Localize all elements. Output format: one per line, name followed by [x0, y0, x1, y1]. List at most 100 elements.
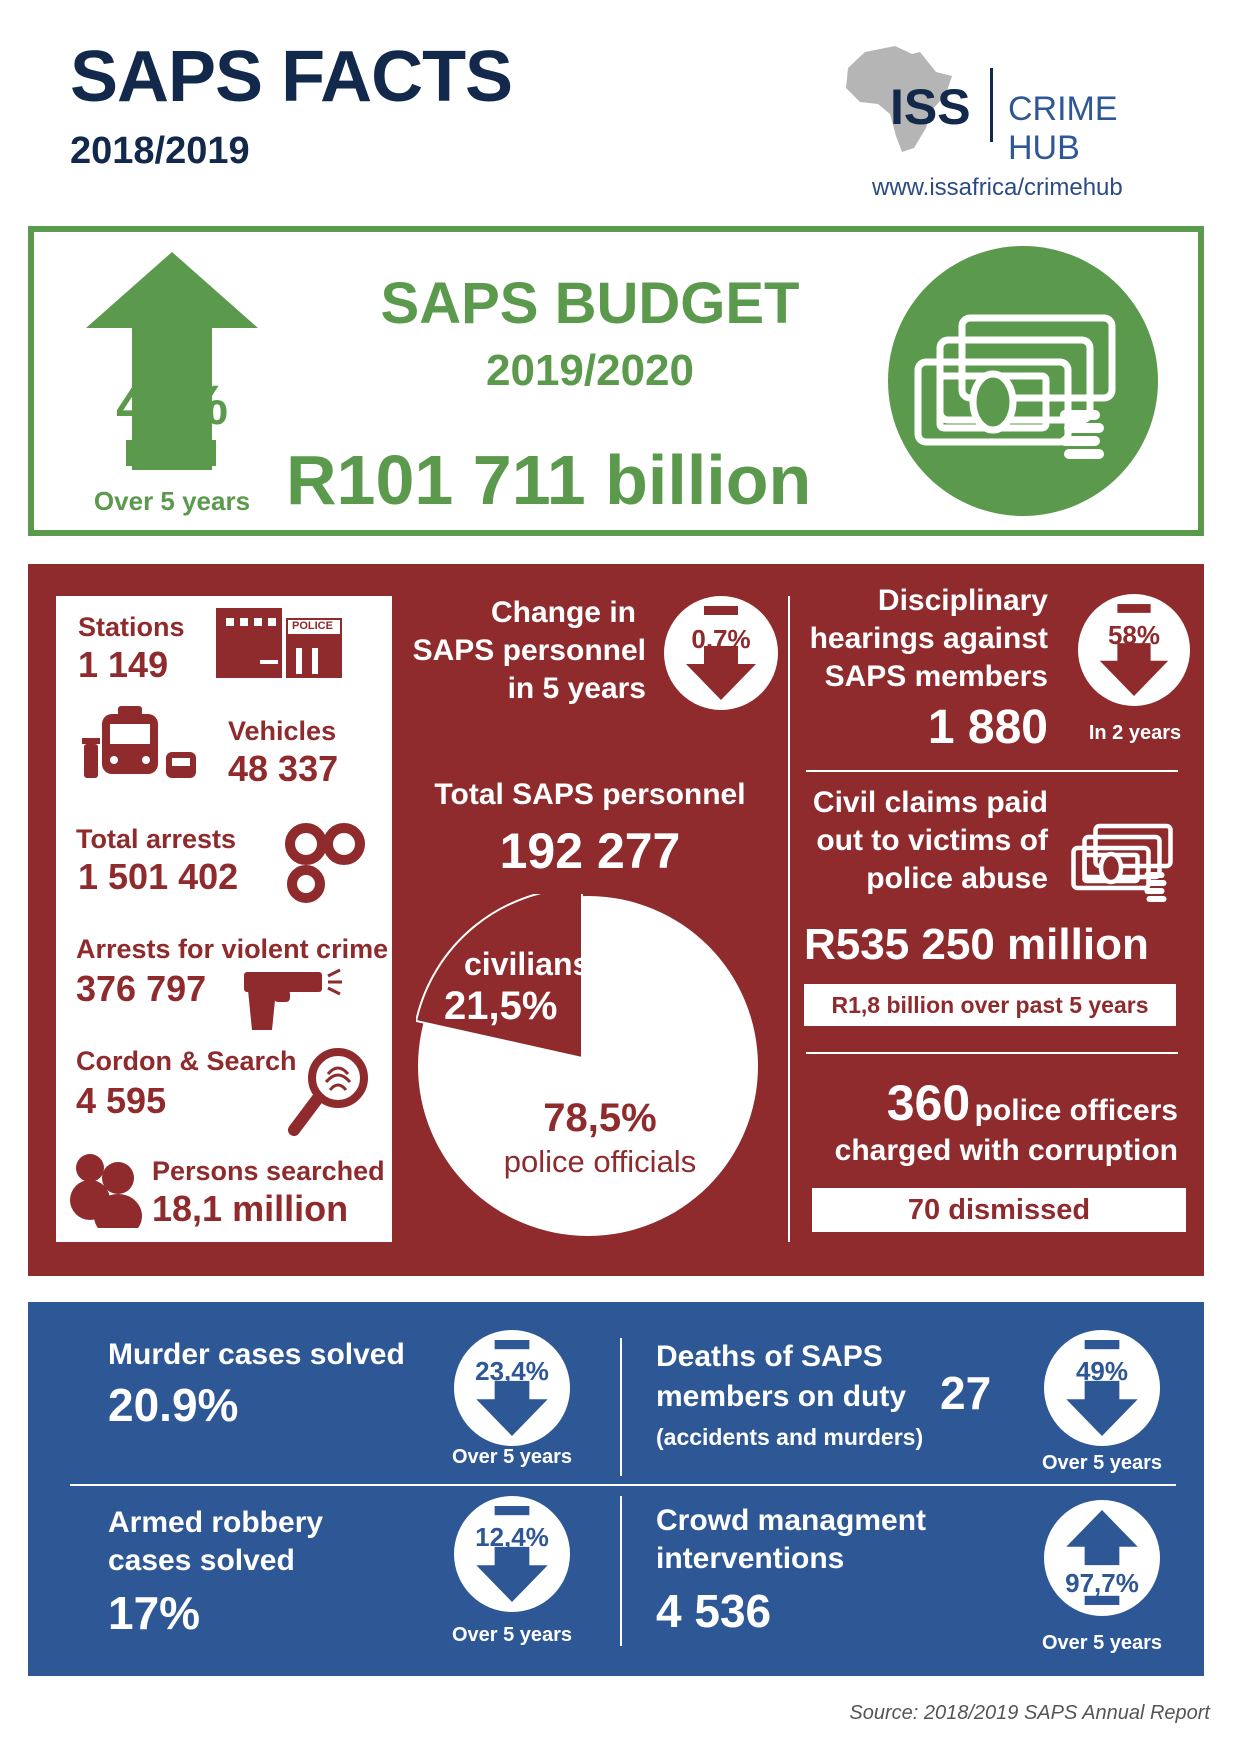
discipline-line2: hearings against — [809, 622, 1048, 655]
discipline-change-period: In 2 years — [1088, 722, 1182, 744]
arrow-down-icon — [476, 1340, 548, 1436]
claims-note: R1,8 billion over past 5 years — [804, 984, 1176, 1026]
crowd-change-value: 97,7% — [1065, 1568, 1139, 1598]
page-year: 2018/2019 — [70, 130, 250, 172]
discipline-change-value: 58% — [1107, 620, 1161, 650]
persons-icon — [70, 1154, 142, 1228]
money-icon — [914, 314, 1116, 459]
vehicles-value: 48 337 — [228, 748, 339, 789]
budget-change-value: 40% — [115, 373, 229, 436]
violent-value: 376 797 — [76, 968, 207, 1009]
corruption-headline: 360 police officers — [790, 1074, 1178, 1132]
handcuffs-icon — [285, 823, 365, 903]
source-note: Source: 2018/2019 SAPS Annual Report — [849, 1702, 1210, 1724]
claims-line1: Civil claims paid — [812, 786, 1048, 819]
murder-change-value: 23,4% — [475, 1356, 549, 1386]
pie-label-civilians: civilians — [464, 946, 591, 982]
searched-value: 18,1 million — [152, 1188, 349, 1229]
cordon-label: Cordon & Search — [76, 1046, 297, 1076]
resources-panel — [56, 596, 392, 1242]
outcomes-section — [28, 1302, 1204, 1676]
budget-panel — [28, 226, 1204, 536]
budget-title: SAPS BUDGET — [380, 271, 800, 336]
corruption-line2: charged with corruption — [834, 1134, 1178, 1167]
deaths-line1: Deaths of SAPS — [656, 1340, 883, 1373]
stations-value: 1 149 — [78, 644, 169, 685]
personnel-pie-chart — [416, 894, 758, 1236]
deaths-line2: members on duty — [656, 1380, 907, 1413]
police-station-icon — [216, 608, 342, 678]
page-title: SAPS FACTS — [70, 37, 513, 117]
murder-label: Murder cases solved — [108, 1338, 405, 1371]
violent-label: Arrests for violent crime — [76, 934, 389, 964]
arrests-value: 1 501 402 — [78, 856, 239, 897]
personnel-total-value: 192 277 — [499, 823, 681, 879]
personnel-change-line1: Change in — [490, 596, 636, 629]
website-link[interactable]: www.issafrica/crimehub — [872, 174, 1123, 201]
africa-map-icon — [846, 46, 952, 152]
personnel-change-value: 0,7% — [691, 624, 751, 654]
crowd-line2: interventions — [656, 1542, 845, 1575]
arrests-label: Total arrests — [76, 824, 237, 854]
arrow-down-icon — [476, 1506, 548, 1602]
deaths-change-value: 49% — [1075, 1356, 1129, 1386]
crowd-line1: Crowd managment — [656, 1504, 927, 1537]
budget-year: 2019/2020 — [486, 346, 694, 395]
pie-value-police: 78,5% — [543, 1096, 657, 1140]
murder-change-period: Over 5 years — [451, 1446, 573, 1468]
arrow-up-icon — [86, 252, 258, 470]
blue-divider-vertical-bottom — [620, 1496, 622, 1646]
corruption-line1: police officers — [974, 1094, 1178, 1127]
arrow-down-icon — [1099, 604, 1169, 696]
claims-line2: out to victims of — [816, 824, 1048, 857]
section-divider — [788, 596, 790, 1242]
right-divider-1 — [806, 770, 1178, 772]
robbery-change-period: Over 5 years — [451, 1624, 573, 1646]
crowd-value: 4 536 — [656, 1585, 772, 1637]
police-sign-text: POLICE — [292, 620, 333, 632]
deaths-change-period: Over 5 years — [1041, 1452, 1163, 1474]
iss-logo[interactable]: ISS CRIME HUB — [840, 40, 1180, 167]
pie-label-police: police officials — [503, 1144, 697, 1179]
blue-divider-vertical-top — [620, 1338, 622, 1476]
robbery-value: 17% — [108, 1587, 201, 1639]
corruption-number: 360 — [886, 1075, 971, 1131]
robbery-change-value: 12,4% — [475, 1522, 549, 1552]
murder-value: 20.9% — [108, 1379, 239, 1431]
searched-label: Persons searched — [152, 1156, 385, 1186]
right-divider-2 — [806, 1052, 1178, 1054]
magnifier-fingerprint-icon — [288, 1048, 368, 1136]
budget-change-bar — [126, 440, 216, 466]
discipline-value: 1 880 — [927, 701, 1048, 754]
personnel-change-line2: SAPS personnel — [412, 634, 646, 667]
personnel-total-label: Total SAPS personnel — [434, 778, 746, 811]
claims-line3: police abuse — [866, 862, 1048, 895]
discipline-line1: Disciplinary — [877, 584, 1048, 617]
blue-divider-horizontal — [70, 1484, 1176, 1486]
corruption-dismissed: 70 dismissed — [812, 1188, 1186, 1232]
arrow-up-icon — [1066, 1510, 1138, 1605]
pie-value-civilians: 21,5% — [444, 984, 558, 1028]
robbery-line2: cases solved — [108, 1544, 295, 1577]
personnel-change-line3: in 5 years — [507, 672, 646, 705]
deaths-value: 27 — [940, 1367, 992, 1419]
budget-change-period: Over 5 years — [93, 486, 251, 516]
vehicles-label: Vehicles — [228, 716, 337, 746]
logo-iss-text: ISS — [890, 79, 971, 135]
gun-icon — [244, 968, 342, 1030]
logo-divider — [990, 68, 993, 142]
logo-crime-hub-text: CRIME HUB — [1008, 90, 1118, 167]
pie-slice-civilians — [416, 894, 583, 1060]
cordon-value: 4 595 — [76, 1080, 167, 1121]
claims-value: R535 250 million — [804, 920, 1149, 969]
stations-label: Stations — [78, 612, 185, 642]
budget-amount: R101 711 billion — [286, 441, 812, 519]
robbery-line1: Armed robbery — [108, 1506, 324, 1539]
arrow-down-icon — [1066, 1340, 1138, 1436]
discipline-line3: SAPS members — [824, 660, 1048, 693]
crowd-change-period: Over 5 years — [1041, 1632, 1163, 1654]
fire-truck-icon — [82, 706, 196, 778]
arrow-down-icon — [686, 606, 756, 700]
money-icon — [1071, 823, 1173, 902]
deaths-note: (accidents and murders) — [656, 1424, 924, 1450]
